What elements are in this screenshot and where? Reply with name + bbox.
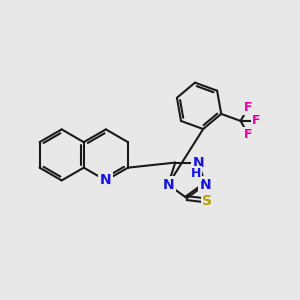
Text: N: N	[200, 178, 211, 191]
Text: F: F	[244, 128, 253, 141]
Text: N: N	[193, 156, 204, 170]
Text: N: N	[100, 173, 112, 188]
Text: S: S	[202, 194, 212, 208]
Text: F: F	[244, 101, 253, 114]
Text: N: N	[162, 178, 174, 191]
Text: H: H	[191, 167, 201, 180]
Text: F: F	[252, 114, 260, 128]
